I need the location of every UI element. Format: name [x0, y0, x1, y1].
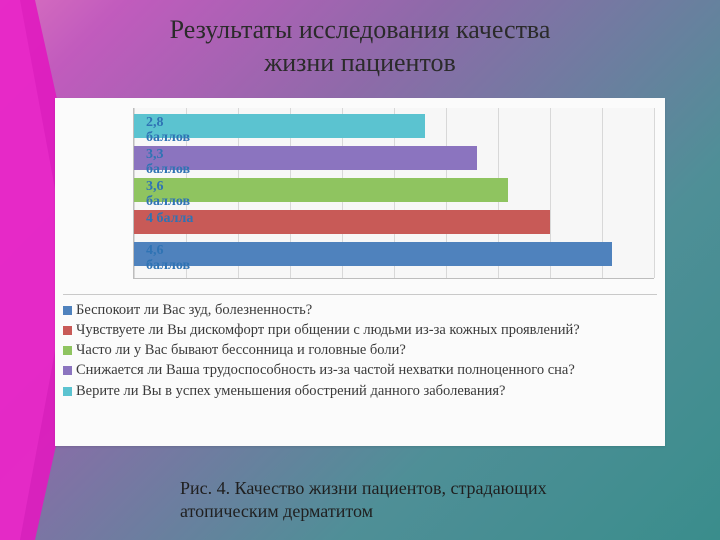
legend-swatch: [63, 366, 72, 375]
slide: Результаты исследования качестважизни па…: [0, 0, 720, 540]
chart-gridline: [654, 108, 655, 278]
legend-text: Чувствуете ли Вы дискомфорт при общении …: [76, 321, 657, 339]
legend-item: Часто ли у Вас бывают бессонница и голов…: [63, 341, 657, 359]
chart-panel: 2,8баллов 3,3баллов 3,6баллов 4 балла 4,6бал…: [55, 98, 665, 446]
legend-item: Чувствуете ли Вы дискомфорт при общении …: [63, 321, 657, 339]
legend-text: Беспокоит ли Вас зуд, болезненность?: [76, 301, 657, 319]
chart-bar-label: 3,6баллов: [146, 180, 190, 209]
chart-bar: [134, 210, 550, 234]
legend-text: Снижается ли Ваша трудоспособность из-за…: [76, 361, 657, 379]
chart-bar-label: 2,8баллов: [146, 116, 190, 145]
chart-bar: [134, 178, 508, 202]
figure-caption: Рис. 4. Качество жизни пациентов, страда…: [180, 477, 560, 522]
chart-bar-label: 4 балла: [146, 212, 193, 227]
legend-item: Снижается ли Ваша трудоспособность из-за…: [63, 361, 657, 379]
chart-bar-label: 4,6баллов: [146, 244, 190, 273]
legend-item: Верите ли Вы в успех уменьшения обострен…: [63, 382, 657, 400]
legend-item: Беспокоит ли Вас зуд, болезненность?: [63, 301, 657, 319]
chart-bar-label: 3,3баллов: [146, 148, 190, 177]
legend-swatch: [63, 346, 72, 355]
chart-plot-area: 2,8баллов 3,3баллов 3,6баллов 4 балла 4,6бал…: [133, 108, 654, 279]
legend-text: Верите ли Вы в успех уменьшения обострен…: [76, 382, 657, 400]
legend-swatch: [63, 306, 72, 315]
legend-swatch: [63, 387, 72, 396]
legend-text: Часто ли у Вас бывают бессонница и голов…: [76, 341, 657, 359]
slide-title: Результаты исследования качестважизни па…: [0, 14, 720, 79]
chart-bar: [134, 242, 612, 266]
legend-swatch: [63, 326, 72, 335]
chart-legend: Беспокоит ли Вас зуд, болезненность? Чувс…: [63, 294, 657, 402]
